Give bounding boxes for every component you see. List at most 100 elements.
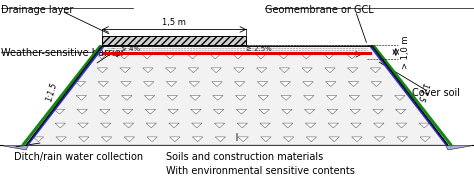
Polygon shape (76, 95, 87, 100)
Polygon shape (351, 123, 361, 128)
Polygon shape (282, 109, 292, 114)
Polygon shape (306, 137, 317, 142)
Polygon shape (75, 82, 86, 86)
Polygon shape (190, 95, 201, 100)
Polygon shape (147, 137, 157, 142)
Polygon shape (303, 82, 313, 86)
Polygon shape (280, 82, 291, 86)
Polygon shape (169, 123, 179, 128)
Polygon shape (98, 82, 109, 86)
Polygon shape (261, 137, 271, 142)
Polygon shape (0, 145, 28, 150)
Polygon shape (237, 123, 247, 128)
Polygon shape (100, 123, 111, 128)
Polygon shape (348, 82, 359, 86)
Polygon shape (144, 82, 154, 86)
Polygon shape (188, 68, 199, 73)
Polygon shape (121, 82, 131, 86)
Polygon shape (326, 82, 336, 86)
Polygon shape (395, 95, 405, 100)
Polygon shape (281, 95, 292, 100)
Polygon shape (328, 123, 338, 128)
Polygon shape (120, 68, 130, 73)
Polygon shape (119, 54, 129, 59)
Polygon shape (347, 68, 358, 73)
Polygon shape (329, 137, 339, 142)
Polygon shape (260, 123, 270, 128)
Polygon shape (164, 54, 175, 59)
Polygon shape (258, 95, 269, 100)
Polygon shape (259, 109, 269, 114)
Polygon shape (325, 68, 335, 73)
Polygon shape (305, 123, 316, 128)
Polygon shape (167, 95, 178, 100)
Polygon shape (304, 95, 314, 100)
Polygon shape (283, 123, 293, 128)
Polygon shape (124, 137, 135, 142)
Polygon shape (374, 137, 385, 142)
Polygon shape (370, 68, 381, 73)
Polygon shape (214, 123, 225, 128)
Text: 1:1.5: 1:1.5 (45, 81, 59, 103)
Text: 1,5 m: 1,5 m (162, 18, 186, 27)
Polygon shape (236, 95, 246, 100)
Polygon shape (192, 137, 203, 142)
Polygon shape (170, 137, 180, 142)
Polygon shape (56, 137, 66, 142)
Polygon shape (301, 54, 311, 59)
Polygon shape (302, 68, 312, 73)
Polygon shape (77, 109, 87, 114)
Text: Weather-sensitive barrier: Weather-sensitive barrier (1, 48, 125, 58)
Polygon shape (395, 109, 406, 114)
Polygon shape (26, 46, 448, 145)
Polygon shape (210, 54, 220, 59)
Polygon shape (371, 82, 382, 86)
Polygon shape (346, 54, 357, 59)
Polygon shape (145, 95, 155, 100)
Polygon shape (257, 82, 268, 86)
Bar (102, 36, 246, 45)
Polygon shape (211, 68, 221, 73)
Polygon shape (189, 82, 200, 86)
Polygon shape (187, 54, 198, 59)
Polygon shape (446, 145, 474, 150)
Text: > 1,0 m: > 1,0 m (401, 35, 410, 69)
Polygon shape (142, 54, 152, 59)
Polygon shape (213, 95, 223, 100)
Polygon shape (122, 95, 132, 100)
Polygon shape (279, 68, 290, 73)
Polygon shape (33, 137, 44, 142)
Polygon shape (235, 82, 245, 86)
Text: > 4%: > 4% (121, 46, 140, 52)
Text: Ditch/rain water collection: Ditch/rain water collection (14, 152, 143, 162)
Polygon shape (97, 68, 108, 73)
Polygon shape (372, 95, 383, 100)
Polygon shape (327, 109, 337, 114)
Polygon shape (145, 109, 155, 114)
Polygon shape (101, 137, 112, 142)
Polygon shape (255, 54, 266, 59)
Polygon shape (349, 95, 360, 100)
Polygon shape (213, 109, 224, 114)
Text: 1:1.5: 1:1.5 (415, 81, 429, 103)
Polygon shape (304, 109, 315, 114)
Polygon shape (396, 123, 407, 128)
Polygon shape (99, 95, 109, 100)
Polygon shape (215, 137, 226, 142)
Polygon shape (168, 109, 178, 114)
Polygon shape (96, 54, 107, 59)
Polygon shape (165, 68, 176, 73)
Polygon shape (191, 123, 202, 128)
Polygon shape (146, 123, 156, 128)
Polygon shape (236, 109, 246, 114)
Polygon shape (78, 123, 88, 128)
Polygon shape (79, 137, 89, 142)
Polygon shape (327, 95, 337, 100)
Text: ≥ 2.5%: ≥ 2.5% (246, 46, 272, 52)
Polygon shape (350, 109, 360, 114)
Polygon shape (420, 137, 430, 142)
Polygon shape (123, 123, 134, 128)
Polygon shape (54, 109, 64, 114)
Polygon shape (374, 123, 384, 128)
Polygon shape (373, 109, 383, 114)
